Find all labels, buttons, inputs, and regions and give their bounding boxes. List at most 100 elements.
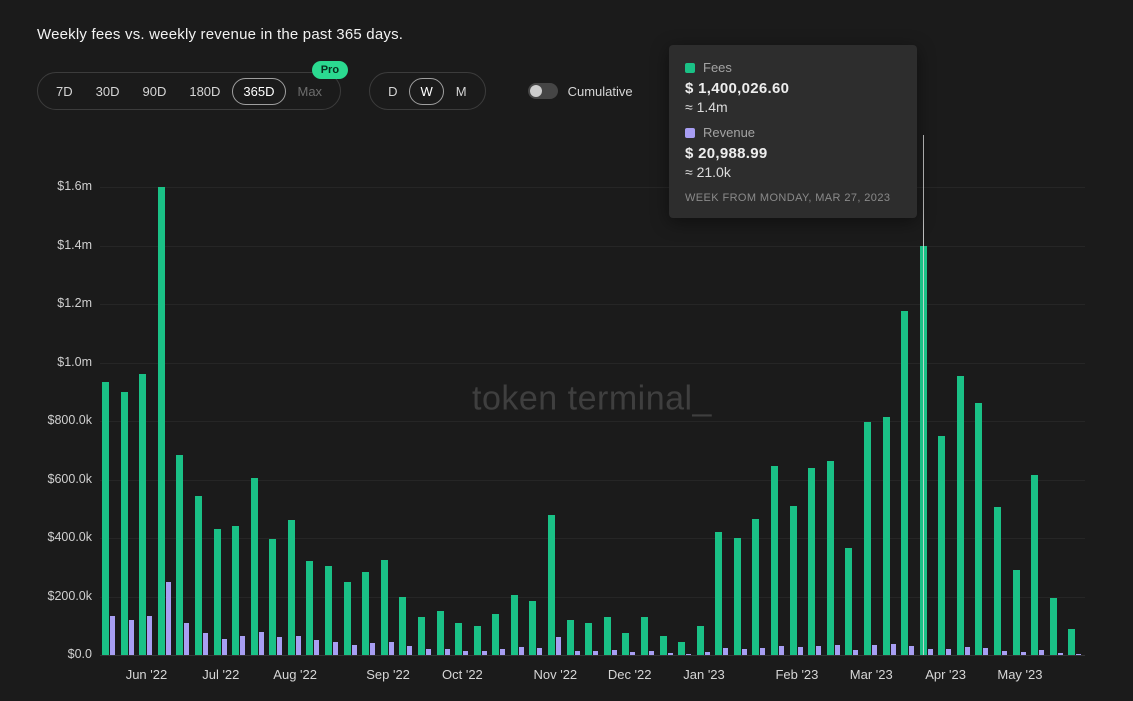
bar-group-2022-09-26[interactable]	[435, 187, 454, 655]
granularity-weekly-button[interactable]: W	[409, 77, 444, 105]
bar-group-2023-01-23[interactable]	[750, 187, 769, 655]
revenue-approx: ≈ 21.0k	[685, 164, 731, 180]
bar-group-2022-07-18[interactable]	[249, 187, 268, 655]
bar-group-2023-02-27[interactable]	[843, 187, 862, 655]
fees-bar	[343, 581, 351, 655]
bar-group-2022-10-24[interactable]	[509, 187, 528, 655]
cumulative-control: Cumulative	[527, 83, 633, 99]
bar-group-2022-10-31[interactable]	[527, 187, 546, 655]
bar-group-2023-01-30[interactable]	[769, 187, 788, 655]
fees-bar	[715, 532, 723, 655]
bar-group-2022-07-25[interactable]	[267, 187, 286, 655]
revenue-bar	[518, 646, 524, 655]
bar-group-2023-02-20[interactable]	[825, 187, 844, 655]
bar-group-2022-10-03[interactable]	[453, 187, 472, 655]
bar-group-2023-05-22[interactable]	[1066, 187, 1085, 655]
bar-group-2022-07-11[interactable]	[230, 187, 249, 655]
bar-group-2023-01-16[interactable]	[732, 187, 751, 655]
bar-group-2022-06-06[interactable]	[137, 187, 156, 655]
bar-group-2022-08-22[interactable]	[342, 187, 361, 655]
revenue-bar	[444, 648, 450, 655]
chart-plot[interactable]	[100, 187, 1085, 655]
fees-bar	[176, 454, 184, 655]
granularity-monthly-button[interactable]: M	[445, 78, 478, 105]
bar-group-2023-03-20[interactable]	[899, 187, 918, 655]
bar-group-2022-06-27[interactable]	[193, 187, 212, 655]
bar-group-2022-06-20[interactable]	[174, 187, 193, 655]
x-axis-tick-label: May '23	[997, 667, 1043, 682]
bar-group-2023-02-06[interactable]	[788, 187, 807, 655]
bar-group-2023-03-13[interactable]	[881, 187, 900, 655]
bar-group-2022-08-01[interactable]	[286, 187, 305, 655]
bar-group-2022-10-17[interactable]	[490, 187, 509, 655]
range-90d-button[interactable]: 90D	[131, 78, 177, 105]
revenue-bar	[871, 644, 877, 655]
revenue-bar	[333, 641, 339, 655]
range-365d-button[interactable]: 365D	[232, 77, 286, 105]
bar-group-2022-05-30[interactable]	[119, 187, 138, 655]
y-axis-tick-label: $200.0k	[47, 588, 92, 603]
bar-group-2023-05-15[interactable]	[1048, 187, 1067, 655]
bar-group-2022-08-08[interactable]	[304, 187, 323, 655]
bar-group-2023-03-27[interactable]	[918, 187, 937, 655]
range-7d-button[interactable]: 7D	[45, 78, 84, 105]
bar-group-2022-06-13[interactable]	[156, 187, 175, 655]
bar-group-2022-11-07[interactable]	[546, 187, 565, 655]
revenue-bar	[704, 652, 710, 655]
bar-group-2022-07-04[interactable]	[212, 187, 231, 655]
revenue-bar	[723, 647, 729, 655]
bar-group-2022-11-28[interactable]	[602, 187, 621, 655]
bar-group-2023-04-03[interactable]	[936, 187, 955, 655]
range-180d-button[interactable]: 180D	[178, 78, 231, 105]
bar-group-2023-05-08[interactable]	[1029, 187, 1048, 655]
bar-group-2022-11-14[interactable]	[565, 187, 584, 655]
revenue-bar	[1076, 654, 1082, 655]
bar-group-2022-12-19[interactable]	[658, 187, 677, 655]
bar-group-2022-09-05[interactable]	[379, 187, 398, 655]
bar-group-2022-12-26[interactable]	[676, 187, 695, 655]
revenue-bar	[388, 641, 394, 655]
bar-group-2023-05-01[interactable]	[1011, 187, 1030, 655]
revenue-bar	[593, 651, 599, 655]
cumulative-label: Cumulative	[567, 83, 633, 99]
bar-group-2022-05-23[interactable]	[100, 187, 119, 655]
revenue-bar	[611, 650, 617, 655]
bar-group-2022-12-05[interactable]	[620, 187, 639, 655]
page-title: Weekly fees vs. weekly revenue in the pa…	[37, 26, 404, 43]
revenue-bar	[277, 637, 283, 655]
fees-bar	[640, 616, 648, 655]
bar-group-2022-08-15[interactable]	[323, 187, 342, 655]
bar-group-2022-11-21[interactable]	[583, 187, 602, 655]
bar-group-2022-08-29[interactable]	[360, 187, 379, 655]
bar-group-2023-04-10[interactable]	[955, 187, 974, 655]
x-axis-tick-label: Jul '22	[202, 667, 240, 682]
bar-group-2023-03-06[interactable]	[862, 187, 881, 655]
fees-bar	[566, 619, 574, 655]
fees-bar	[120, 391, 128, 655]
fees-bar	[808, 467, 816, 655]
bar-group-2023-01-02[interactable]	[695, 187, 714, 655]
bar-group-2023-04-24[interactable]	[992, 187, 1011, 655]
fees-bar	[771, 466, 779, 655]
revenue-bar	[1020, 652, 1026, 655]
hover-crosshair-line	[923, 135, 925, 655]
revenue-bar	[110, 615, 115, 655]
bar-group-2023-02-13[interactable]	[806, 187, 825, 655]
bar-group-2022-12-12[interactable]	[639, 187, 658, 655]
revenue-bar	[500, 649, 506, 655]
fees-bar	[678, 641, 686, 655]
fees-bar	[548, 514, 556, 655]
bar-group-2023-01-09[interactable]	[713, 187, 732, 655]
revenue-bar	[853, 649, 859, 655]
cumulative-toggle[interactable]	[527, 83, 558, 99]
fees-bar	[938, 435, 946, 655]
range-30d-button[interactable]: 30D	[85, 78, 131, 105]
bar-group-2023-04-17[interactable]	[973, 187, 992, 655]
bar-group-2022-09-12[interactable]	[397, 187, 416, 655]
fees-bar	[287, 520, 295, 655]
bar-group-2022-10-10[interactable]	[472, 187, 491, 655]
bar-group-2022-09-19[interactable]	[416, 187, 435, 655]
revenue-bar	[184, 622, 190, 655]
range-max-button[interactable]: Max	[287, 78, 334, 105]
granularity-daily-button[interactable]: D	[377, 78, 408, 105]
